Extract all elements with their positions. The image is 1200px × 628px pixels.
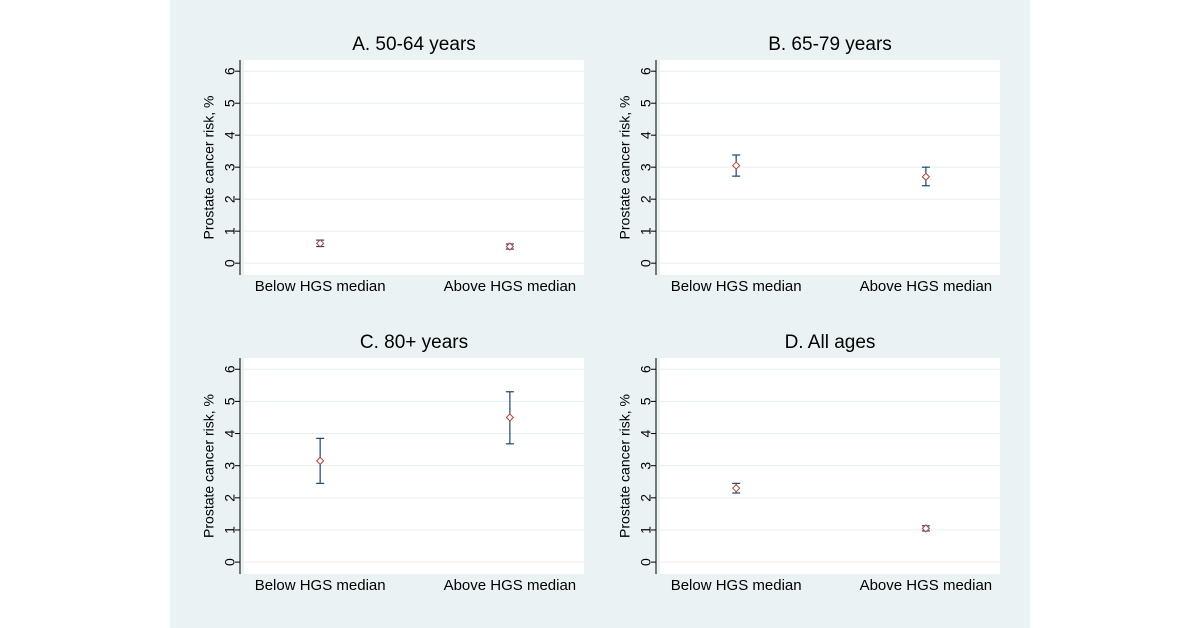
x-tick-label: Below HGS median bbox=[255, 278, 386, 295]
y-tick-label: 1 bbox=[638, 227, 654, 235]
x-tick-label: Below HGS median bbox=[255, 577, 386, 594]
y-tick-label: 1 bbox=[222, 227, 238, 235]
y-tick-label: 6 bbox=[638, 67, 654, 75]
y-tick-label: 4 bbox=[638, 131, 654, 139]
y-tick-label: 3 bbox=[638, 163, 654, 171]
chart-title: A. 50-64 years bbox=[352, 34, 476, 55]
point bbox=[921, 172, 931, 181]
x-tick-label: Above HGS median bbox=[444, 577, 577, 594]
y-tick-label: 6 bbox=[222, 365, 238, 373]
x-tick-label: Below HGS median bbox=[671, 577, 802, 594]
x-tick-label: Above HGS median bbox=[860, 278, 993, 295]
y-tick-label: 1 bbox=[222, 526, 238, 534]
y-tick-label: 4 bbox=[222, 429, 238, 437]
y-tick-label: 1 bbox=[638, 526, 654, 534]
x-tick-label: Below HGS median bbox=[671, 278, 802, 295]
point bbox=[315, 239, 325, 248]
y-tick-label: 3 bbox=[222, 462, 238, 470]
point bbox=[731, 483, 741, 493]
y-axis-label: Prostate cancer risk, % bbox=[617, 394, 633, 538]
y-tick-label: 2 bbox=[222, 494, 238, 502]
y-tick-label: 3 bbox=[222, 163, 238, 171]
y-tick-label: 2 bbox=[638, 494, 654, 502]
y-tick-label: 2 bbox=[638, 195, 654, 203]
y-tick-label: 5 bbox=[638, 99, 654, 107]
chart-title: B. 65-79 years bbox=[768, 34, 892, 55]
chart-title: C. 80+ years bbox=[360, 332, 468, 353]
x-tick-label: Above HGS median bbox=[860, 577, 993, 594]
x-tick-label: Above HGS median bbox=[444, 278, 577, 295]
point bbox=[505, 242, 515, 251]
point bbox=[315, 456, 325, 466]
y-tick-label: 4 bbox=[638, 429, 654, 437]
chart-title: D. All ages bbox=[785, 332, 876, 353]
y-axis-label: Prostate cancer risk, % bbox=[617, 96, 633, 240]
y-tick-label: 0 bbox=[638, 259, 654, 267]
y-tick-label: 0 bbox=[222, 558, 238, 566]
y-tick-label: 0 bbox=[222, 259, 238, 267]
y-tick-label: 5 bbox=[222, 99, 238, 107]
y-axis-label: Prostate cancer risk, % bbox=[201, 96, 217, 240]
y-tick-label: 5 bbox=[638, 397, 654, 405]
y-tick-label: 6 bbox=[638, 365, 654, 373]
y-tick-label: 6 bbox=[222, 67, 238, 75]
point bbox=[505, 413, 515, 422]
y-tick-label: 4 bbox=[222, 131, 238, 139]
y-tick-label: 5 bbox=[222, 397, 238, 405]
y-tick-label: 3 bbox=[638, 462, 654, 470]
point bbox=[731, 161, 741, 170]
point bbox=[921, 524, 931, 533]
y-tick-label: 2 bbox=[222, 195, 238, 203]
y-axis-label: Prostate cancer risk, % bbox=[201, 394, 217, 538]
y-tick-label: 0 bbox=[638, 558, 654, 566]
